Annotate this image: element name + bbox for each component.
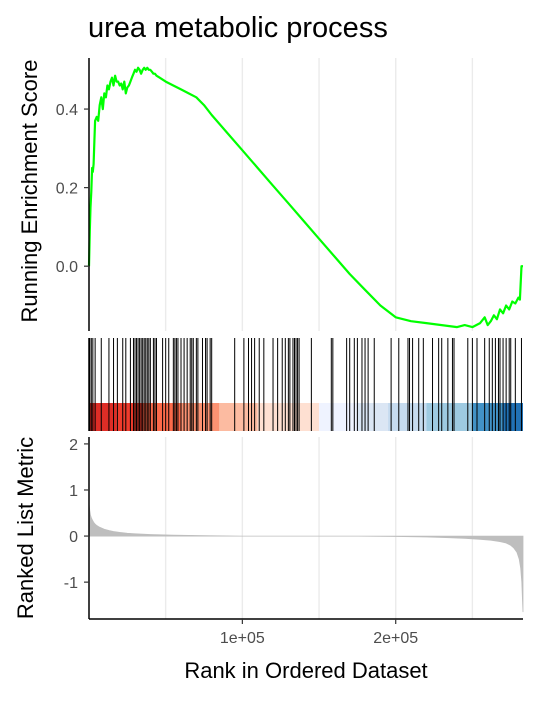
rank-color-bar xyxy=(89,403,523,431)
y-ticks: 0.0 0.2 0.4 xyxy=(56,102,89,276)
y-tick-label: -1 xyxy=(64,575,78,592)
y-axis-label: Running Enrichment Score xyxy=(17,60,42,323)
gene-hits xyxy=(89,338,522,431)
y-tick-label: 2 xyxy=(69,437,78,454)
color-band xyxy=(319,403,358,431)
metric-area xyxy=(88,503,524,613)
enrichment-line xyxy=(87,66,523,329)
color-band xyxy=(388,403,427,431)
y-tick-label: 0.2 xyxy=(56,181,78,198)
color-band xyxy=(472,403,504,431)
ranked-metric-area xyxy=(88,503,524,613)
enrichment-score-panel: 0.0 0.2 0.4 Running Enrichment Score xyxy=(17,58,523,331)
y-axis-label: Ranked List Metric xyxy=(13,437,38,619)
x-gridlines xyxy=(164,58,474,331)
y-tick-label: 0.0 xyxy=(56,259,78,276)
x-axis-label: Rank in Ordered Dataset xyxy=(184,658,427,683)
color-band xyxy=(503,403,523,431)
x-tick-label: 2e+05 xyxy=(373,630,418,647)
ranked-metric-panel: 2 1 0 -1 1e+05 2e+05 Ranked List Metric Rank… xyxy=(13,437,524,683)
x-gridlines xyxy=(164,437,474,619)
y-tick-label: 0.4 xyxy=(56,102,78,119)
color-band xyxy=(426,403,473,431)
x-ticks: 1e+05 2e+05 xyxy=(220,619,418,647)
chart-title: urea metabolic process xyxy=(88,12,388,44)
y-ticks: 2 1 0 -1 xyxy=(64,437,89,592)
color-band xyxy=(357,403,389,431)
gene-hit-rug-panel xyxy=(88,338,523,431)
color-band xyxy=(89,403,117,431)
color-band xyxy=(116,403,143,431)
running-score-line xyxy=(87,66,523,329)
x-tick-label: 1e+05 xyxy=(220,630,265,647)
y-tick-label: 1 xyxy=(69,483,78,500)
y-tick-label: 0 xyxy=(69,529,78,546)
